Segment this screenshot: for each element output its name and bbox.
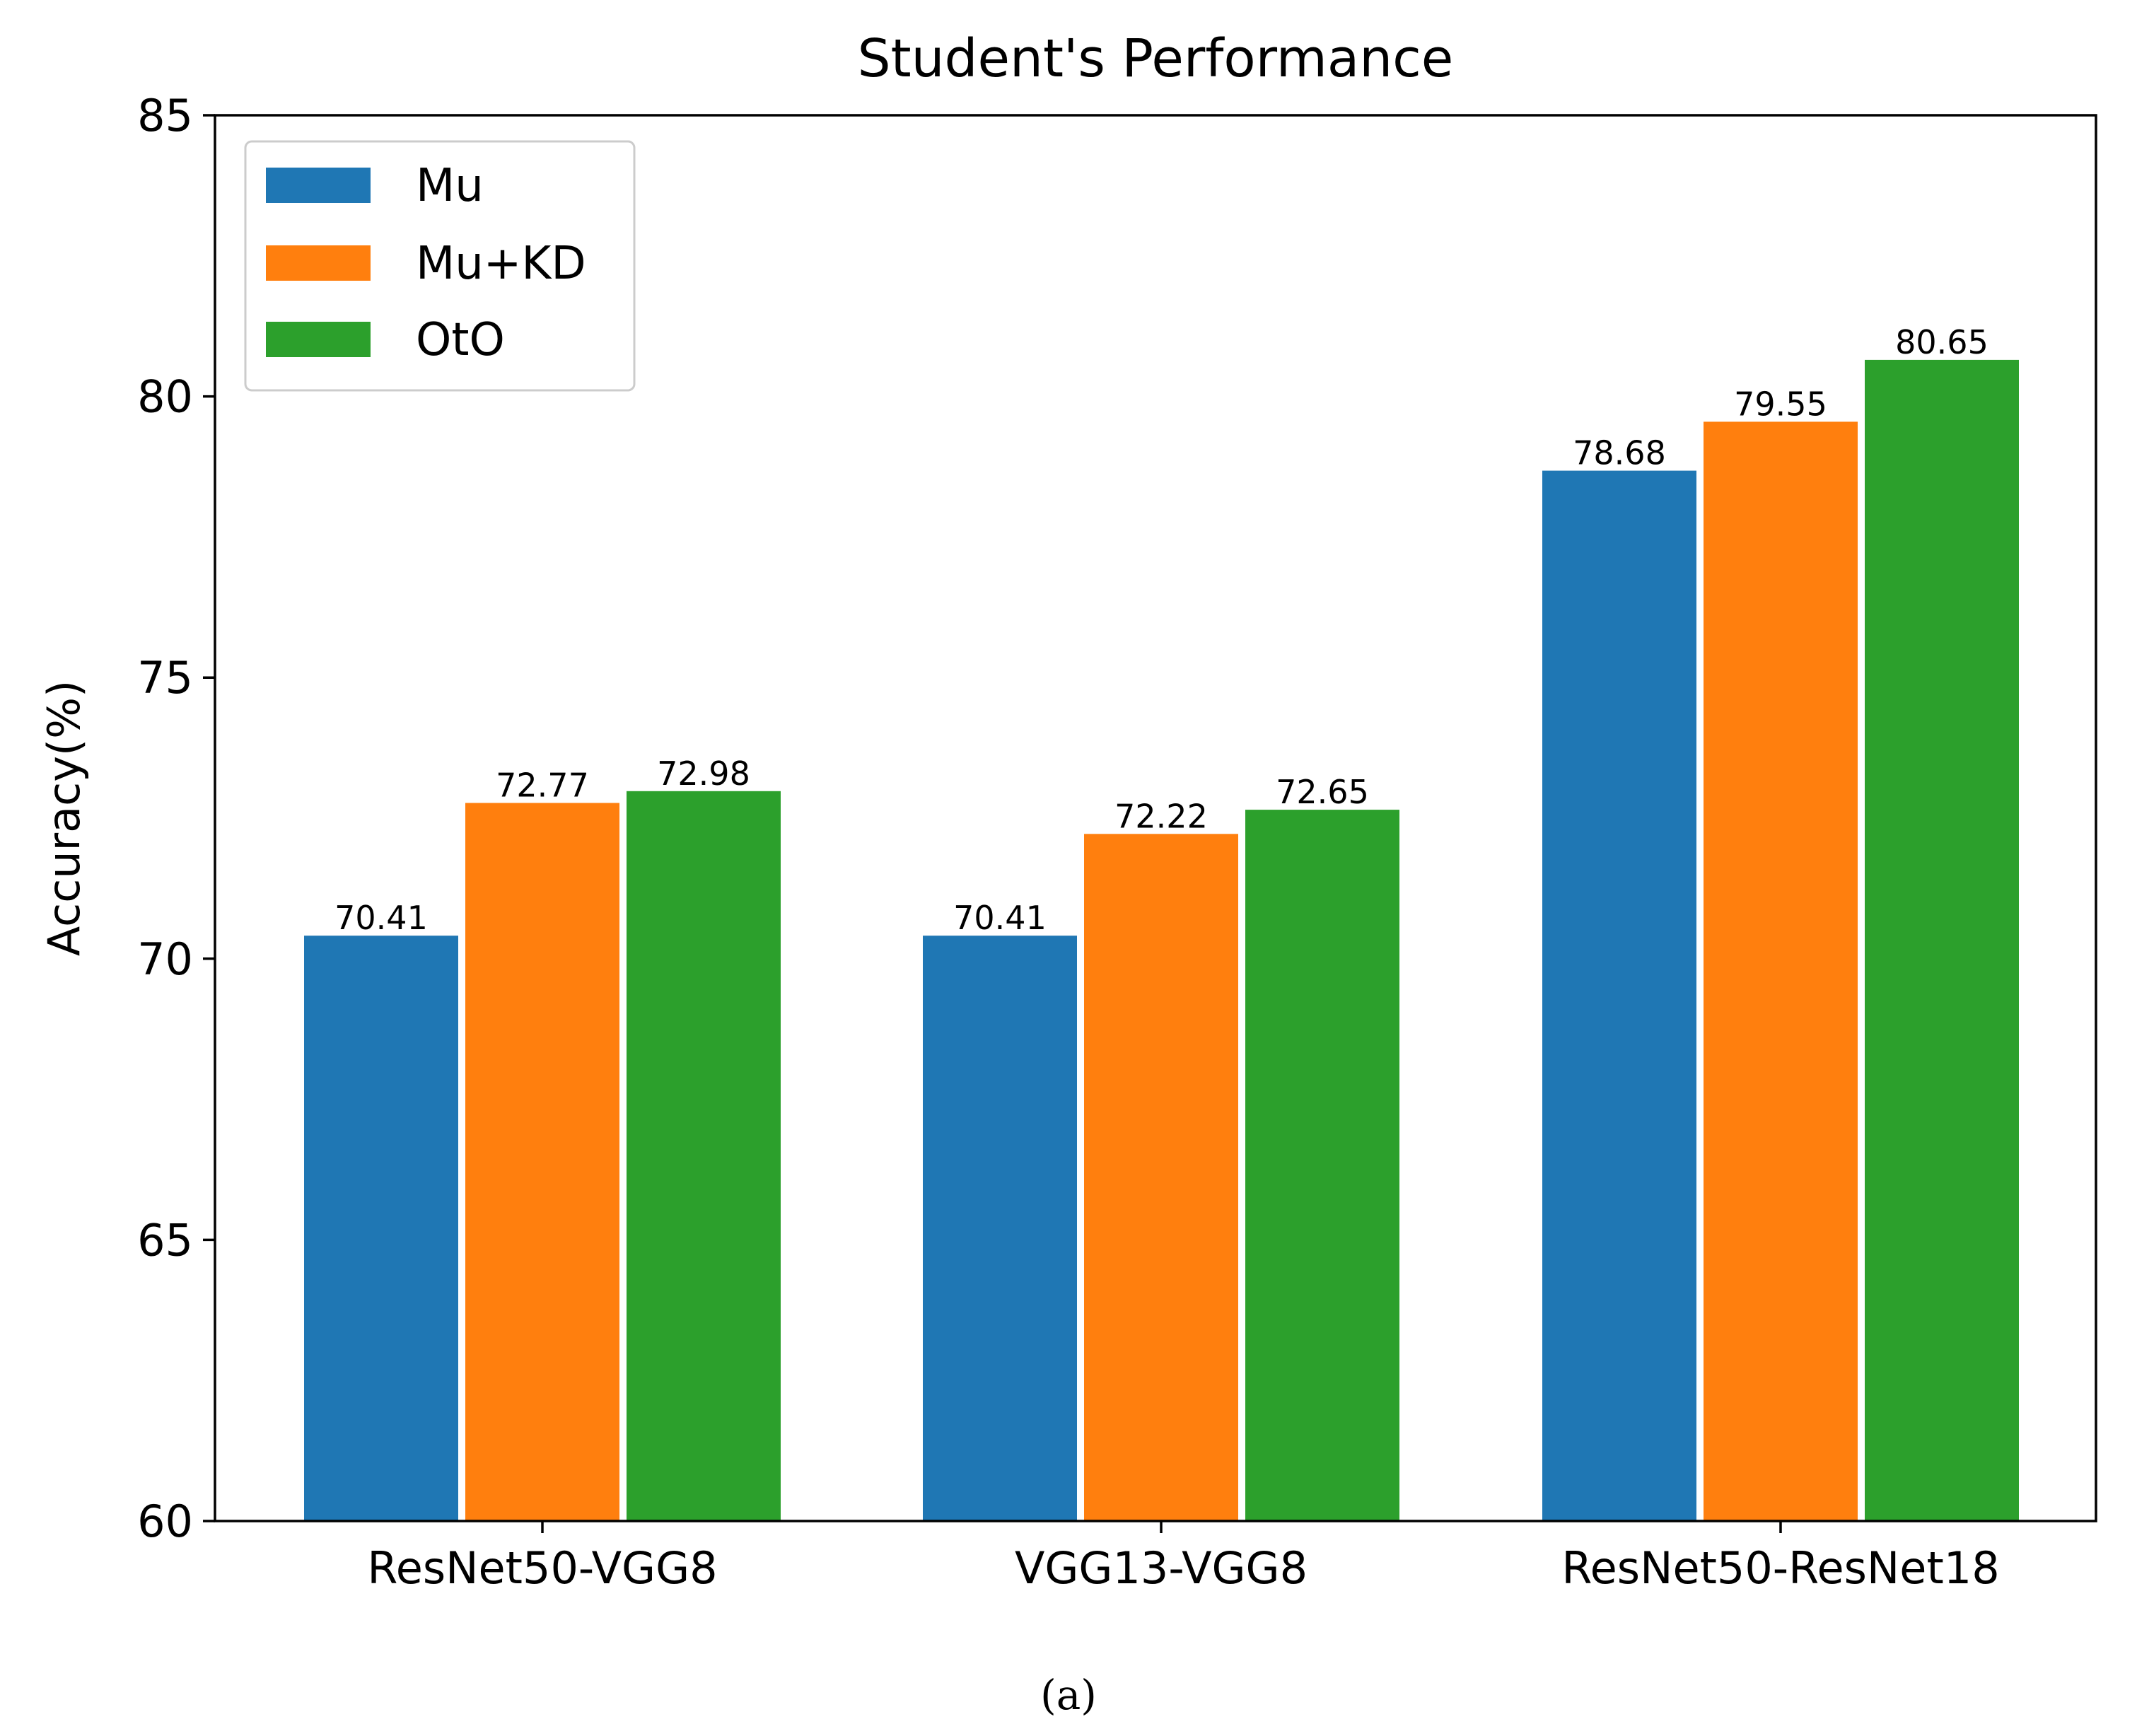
bar (1084, 834, 1238, 1521)
bar (923, 936, 1077, 1521)
y-tick-label: 60 (137, 1496, 193, 1547)
legend-swatch (266, 322, 371, 357)
bar-value-label: 70.41 (953, 899, 1047, 937)
y-tick-label: 70 (137, 933, 193, 985)
figure-caption: (a) (1040, 1671, 1097, 1719)
y-axis: 60 65 70 75 80 85 (137, 90, 215, 1547)
legend-swatch (266, 245, 371, 281)
x-axis: ResNet50-VGG8 VGG13-VGG8 ResNet50-ResNet18 (367, 1521, 2000, 1594)
legend: Mu Mu+KD OtO (244, 140, 636, 392)
y-axis-label: Accuracy(%) (38, 680, 90, 956)
legend-label: Mu+KD (416, 238, 586, 290)
y-tick-label: 65 (137, 1214, 193, 1266)
legend-label: OtO (416, 314, 505, 366)
x-tick-label: ResNet50-VGG8 (367, 1542, 717, 1594)
bar (627, 791, 781, 1521)
bar-value-label: 79.55 (1734, 385, 1827, 423)
x-tick-label: VGG13-VGG8 (1015, 1542, 1308, 1594)
bar-value-label: 72.65 (1276, 773, 1369, 811)
bar (1865, 359, 2019, 1521)
legend-entries: Mu Mu+KD OtO (266, 160, 586, 366)
legend-label: Mu (416, 160, 484, 212)
bar (1542, 470, 1696, 1521)
value-labels-layer: 70.41 70.41 78.68 72.77 72.22 79.55 72.98 72.65… (334, 323, 1988, 937)
y-tick-label: 85 (137, 90, 193, 141)
bar-value-label: 78.68 (1573, 434, 1666, 472)
bar (465, 803, 619, 1521)
bar (1245, 810, 1399, 1521)
y-tick-label: 75 (137, 652, 193, 704)
bar (1704, 421, 1858, 1521)
bar-value-label: 72.98 (657, 755, 750, 793)
bar-value-label: 72.77 (496, 767, 589, 805)
chart-title: Student's Performance (858, 28, 1454, 89)
bar-value-label: 70.41 (334, 899, 428, 937)
bars-layer (304, 359, 2019, 1521)
legend-swatch (266, 168, 371, 203)
plot-frame (214, 114, 2097, 1522)
x-tick-label: ResNet50-ResNet18 (1561, 1542, 1999, 1594)
y-tick-label: 80 (137, 371, 193, 423)
bar-value-label: 72.22 (1114, 797, 1208, 835)
bar (304, 936, 458, 1521)
bar-value-label: 80.65 (1895, 323, 1988, 361)
